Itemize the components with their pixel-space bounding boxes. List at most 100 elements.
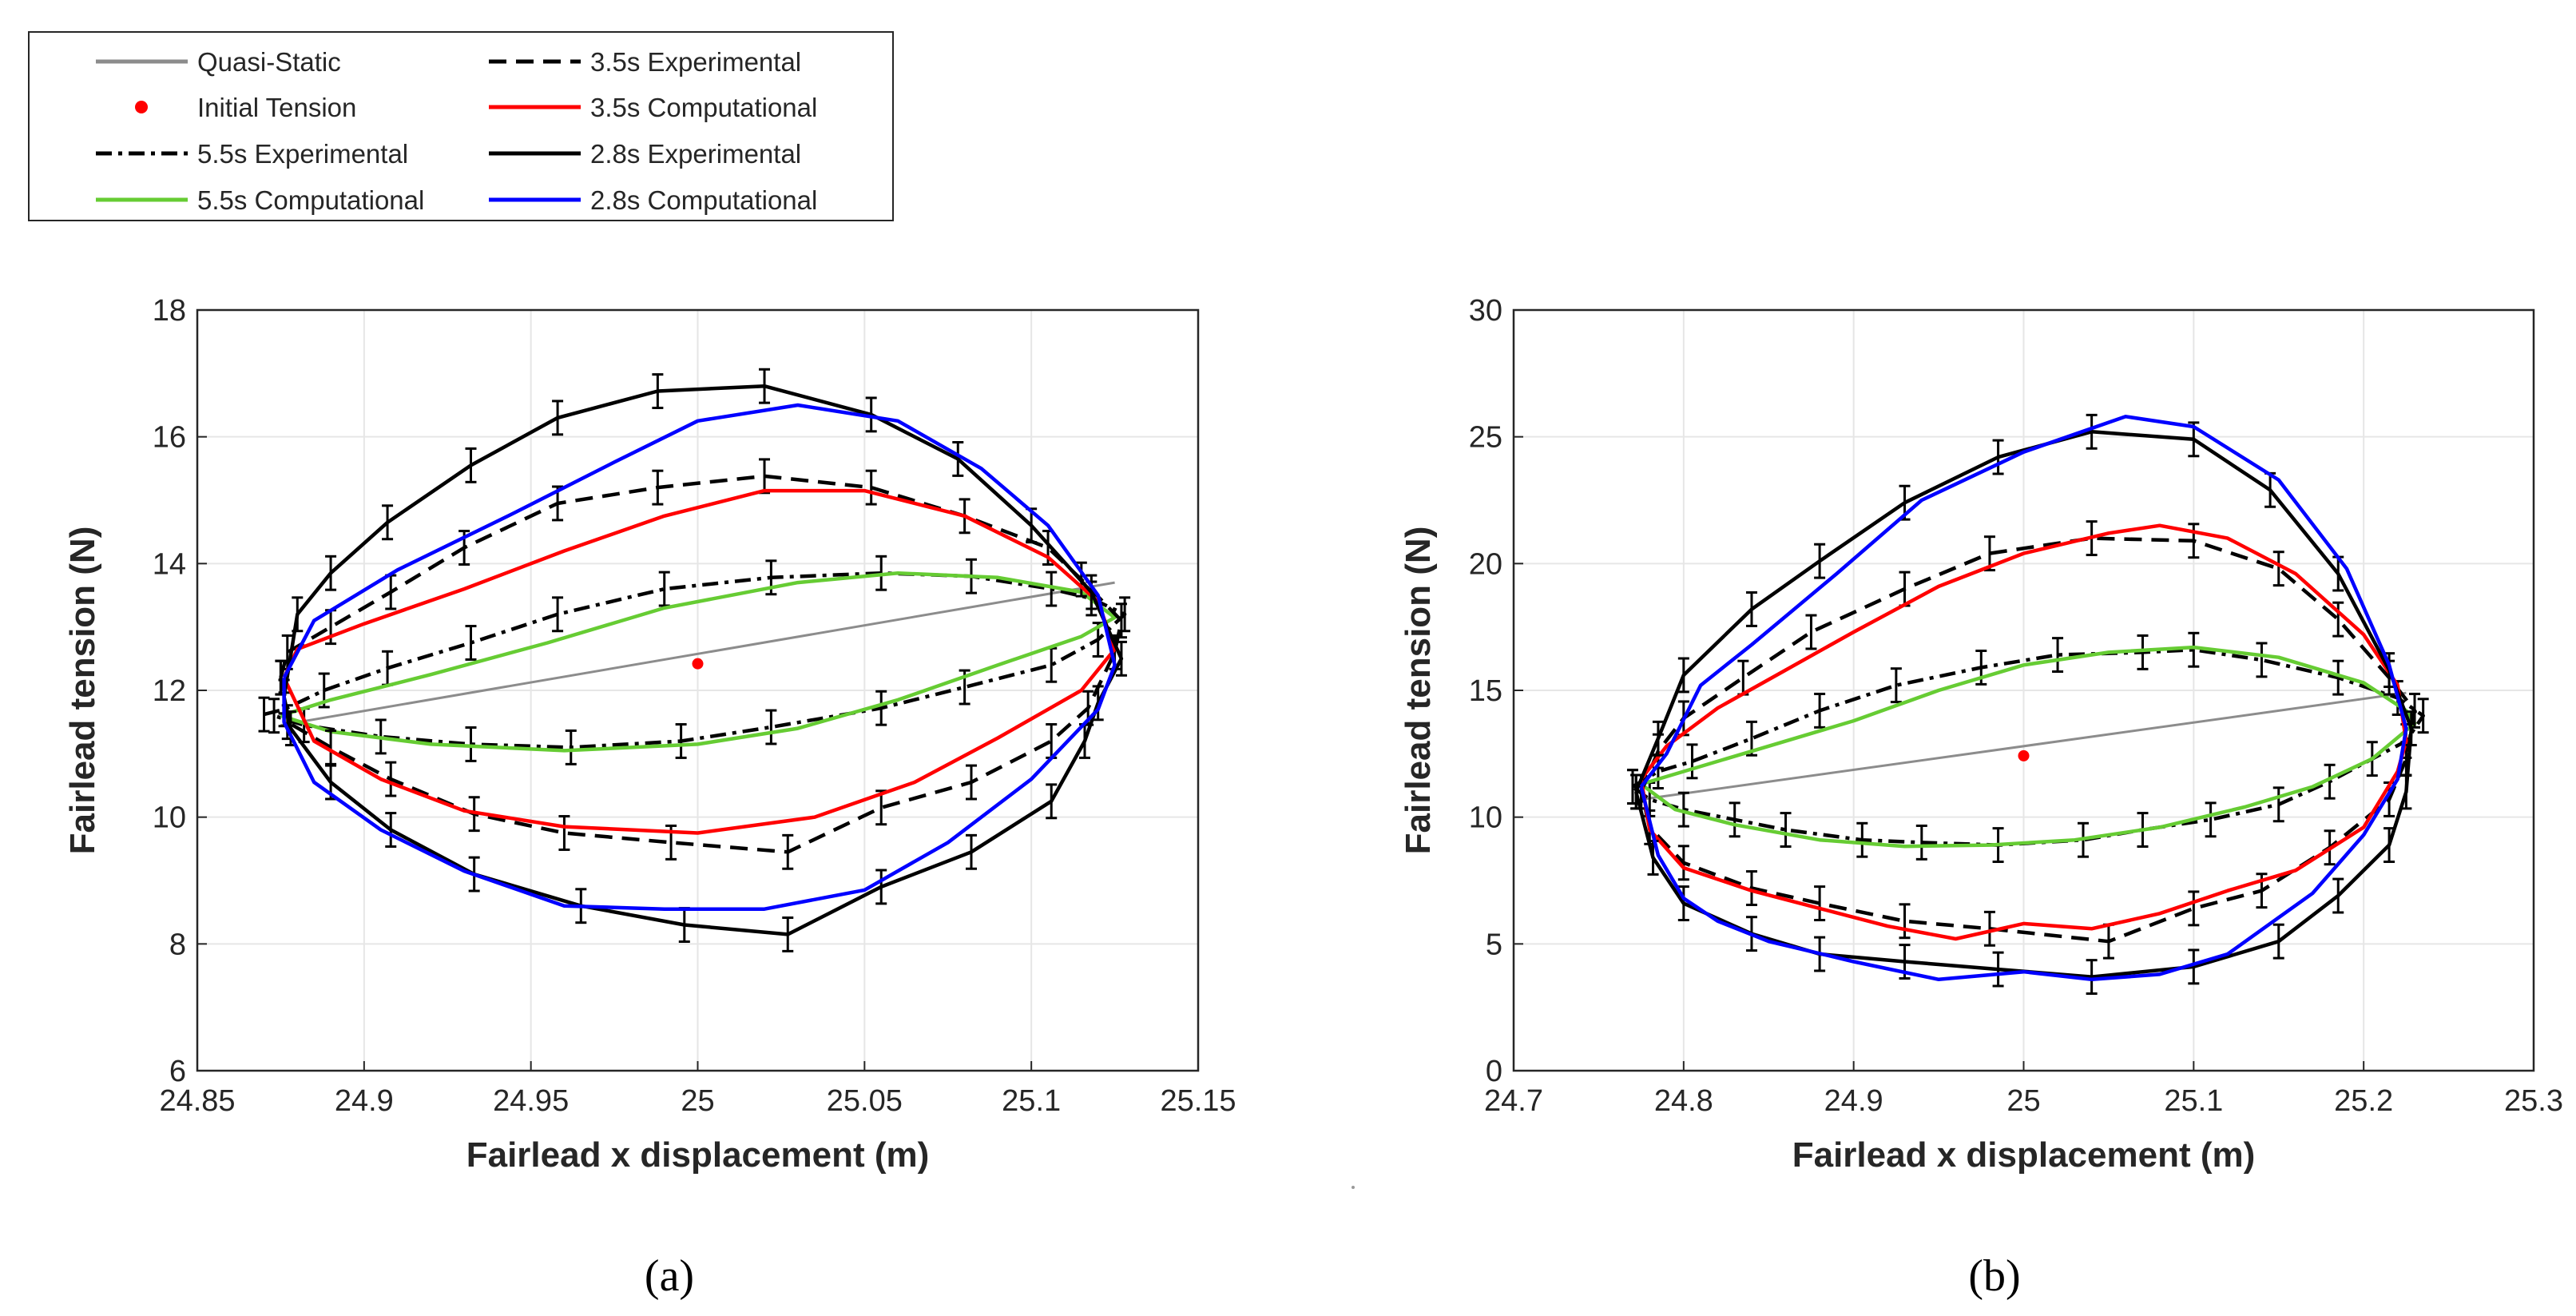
error-bar-3-5s-experimental-a [865,469,877,506]
error-bar-3-5s-experimental-b [1745,870,1757,906]
error-bar-2-8s-experimental-b [1992,439,2004,475]
legend-swatch-initial-tension [135,101,148,113]
error-bar-2-8s-experimental-b [2383,827,2395,864]
error-bar-5-5s-experimental-b [2272,786,2284,823]
error-bar-5-5s-experimental-b [1814,692,1826,729]
error-bar-5-5s-experimental-b [1677,791,1689,828]
error-bar-3-5s-experimental-a [965,764,977,801]
error-bar-5-5s-experimental-b [1686,743,1698,780]
chart-panel-b: 24.7 24.8 24.9 25 25.1 25.2 25.3 0 5 10 15 20 25 30 Fa… [1399,294,2563,1175]
error-bar-3-5s-experimental-a [385,761,397,797]
error-bar-2-8s-experimental-b [1992,951,2004,988]
y-tick-label-a: 16 [153,421,186,455]
legend-label-5-5s-experimental: 5.5s Experimental [197,139,408,169]
y-tick-label-b: 5 [1486,928,1502,961]
x-tick-label-a: 25.15 [1160,1084,1236,1118]
x-tick-label-b: 25.3 [2504,1084,2563,1118]
error-bar-2-8s-experimental-b [2400,773,2412,810]
error-bar-2-8s-experimental-a [325,555,337,591]
error-bar-5-5s-experimental-b [2052,637,2064,674]
error-bar-3-5s-experimental-b [2272,551,2284,587]
legend-label-5-5s-computational: 5.5s Computational [197,185,424,215]
x-tick-label-b: 25 [2006,1084,2040,1118]
error-bar-2-8s-experimental-b [1630,773,1642,810]
y-tick-label-a: 12 [153,674,186,708]
y-tick-label-a: 6 [169,1055,186,1088]
error-bar-2-8s-experimental-a [865,396,877,433]
error-bar-5-5s-experimental-a [465,625,477,661]
y-axis-label-a: Fairlead tension (N) [63,527,102,855]
error-bar-2-8s-experimental-b [1652,720,1664,757]
error-bar-3-5s-experimental-b [2188,890,2200,927]
error-bar-2-8s-experimental-a [952,440,964,477]
error-bar-3-5s-experimental-b [1814,885,1826,922]
error-bar-5-5s-experimental-b [2137,634,2149,670]
x-tick-label-a: 25.05 [827,1084,903,1118]
error-bar-2-8s-experimental-a [382,504,394,541]
x-tick-label-a: 25 [681,1084,714,1118]
legend-label-2-8s-experimental: 2.8s Experimental [590,139,801,169]
series-line-quasi-static-b [1641,691,2407,801]
y-tick-label-a: 14 [153,547,186,581]
error-bar-2-8s-experimental-a [759,368,771,404]
error-bar-2-8s-experimental-a [965,833,977,870]
error-bar-3-5s-experimental-a [558,815,570,851]
legend-label-2-8s-computational: 2.8s Computational [590,185,817,215]
error-bar-5-5s-experimental-b [1729,801,1740,838]
error-bar-2-8s-experimental-b [2272,923,2284,960]
y-axis-label-b: Fairlead tension (N) [1399,527,1438,855]
x-tick-label-a: 24.95 [493,1084,569,1118]
error-bar-5-5s-experimental-a [765,709,777,745]
error-bar-2-8s-experimental-b [1814,543,1826,579]
error-bar-5-5s-experimental-b [2417,698,2429,734]
y-tick-label-a: 8 [169,928,186,961]
error-bar-2-8s-experimental-a [1046,783,1058,820]
error-bar-5-5s-experimental-a [465,726,477,762]
series-line-2-8s-computational-b [1639,415,2408,982]
error-bar-3-5s-experimental-a [782,833,794,870]
point-initial-tension-b [2018,749,2030,761]
error-bar-5-5s-experimental-b [1780,812,1792,848]
error-bar-2-8s-experimental-b [2086,413,2098,450]
error-bar-5-5s-experimental-a [1046,571,1058,607]
axes-frame-a [196,308,1200,1072]
error-bar-2-8s-experimental-a [1092,685,1104,722]
error-bar-2-8s-experimental-b [1677,657,1689,694]
y-tick-label-b: 30 [1469,294,1502,328]
error-bar-3-5s-experimental-b [1677,845,1689,881]
x-tick-label-a: 24.9 [335,1084,394,1118]
error-bar-2-8s-experimental-a [875,869,887,905]
x-tick-label-b: 24.7 [1484,1084,1543,1118]
y-tick-label-a: 18 [153,294,186,328]
axes-frame-b [1512,308,2535,1072]
error-bar-5-5s-experimental-a [565,729,577,765]
point-initial-tension-a [692,658,704,670]
error-bar-3-5s-experimental-b [2188,523,2200,559]
error-bar-2-8s-experimental-b [2405,710,2417,747]
error-bar-5-5s-experimental-a [675,723,687,759]
y-tick-label-b: 0 [1486,1055,1502,1088]
series-line-5-5s-computational-a [280,571,1117,753]
error-bar-2-8s-experimental-b [1677,885,1689,922]
error-bar-5-5s-experimental-a [552,596,564,633]
error-bar-3-5s-experimental-b [1983,910,1995,947]
error-bar-3-5s-experimental-b [2332,601,2344,638]
series-line-5-5s-experimental-a [263,571,1127,749]
error-bar-2-8s-experimental-a [652,373,664,409]
chart-panel-a: 24.85 24.9 24.95 25 25.05 25.1 25.15 6 8 10 12 14 16… [63,294,1236,1175]
error-bar-2-8s-experimental-b [2332,877,2344,914]
y-tick-label-b: 25 [1469,421,1502,455]
legend: Quasi-Static 3.5s Experimental Initial T… [28,31,894,221]
error-bar-2-8s-experimental-a [782,916,794,952]
error-bar-5-5s-experimental-b [1915,824,1927,861]
error-bar-2-8s-experimental-a [465,447,477,483]
error-bar-3-5s-experimental-a [325,729,337,765]
x-tick-label-b: 25.1 [2164,1084,2223,1118]
error-bar-5-5s-experimental-b [2332,659,2344,696]
stray-mark [1352,1186,1355,1189]
error-bar-2-8s-experimental-b [2188,948,2200,985]
x-tick-label-a: 24.85 [159,1084,235,1118]
error-bar-5-5s-experimental-b [2256,642,2268,678]
error-bar-5-5s-experimental-b [2188,631,2200,668]
x-tick-label-b: 24.9 [1824,1084,1883,1118]
